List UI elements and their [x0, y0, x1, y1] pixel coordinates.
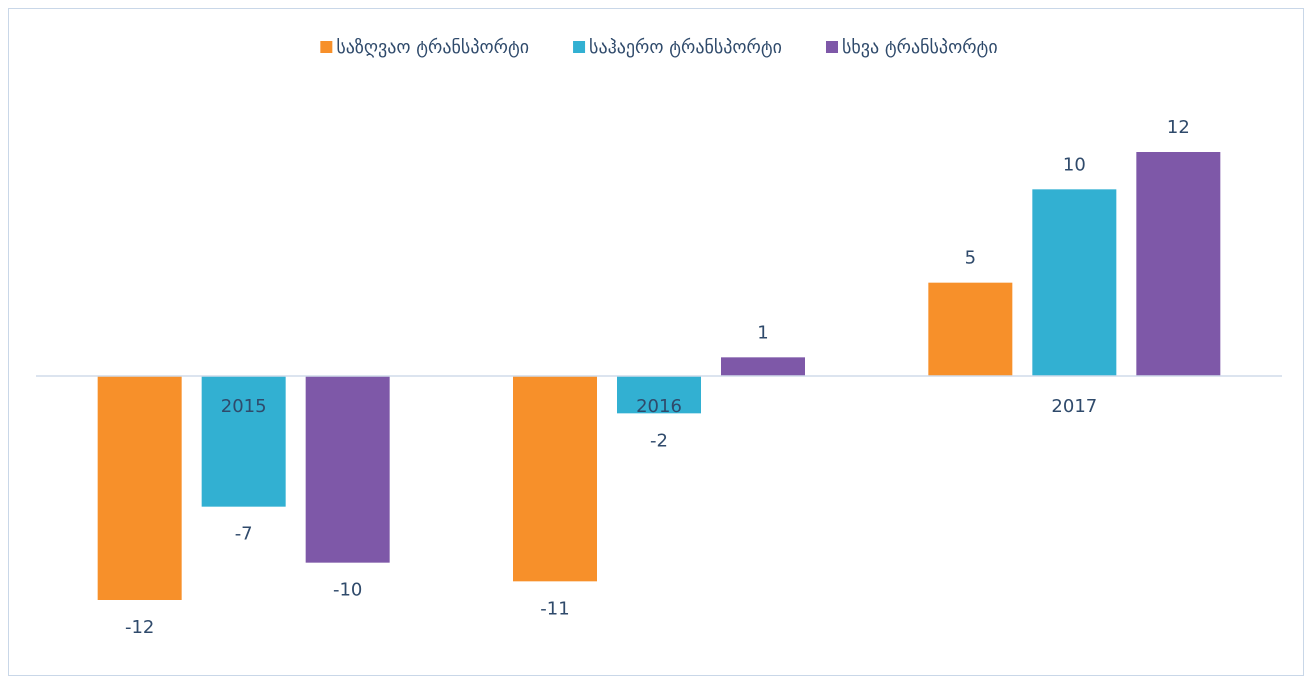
value-label: 12 [1167, 117, 1190, 138]
x-tick-label: 2016 [636, 396, 682, 417]
value-label: -7 [235, 524, 253, 545]
bar [617, 376, 701, 414]
bar [305, 376, 390, 563]
bar [201, 376, 286, 507]
value-label: 10 [1063, 154, 1086, 175]
legend-swatch [825, 41, 838, 53]
value-label: -10 [333, 580, 362, 601]
x-tick-label: 2015 [221, 396, 267, 417]
value-label: -11 [540, 598, 569, 619]
bar [513, 376, 597, 582]
bar [1136, 152, 1221, 376]
x-tick-label: 2017 [1051, 396, 1097, 417]
legend-swatch [320, 41, 333, 53]
bar [928, 282, 1013, 376]
legend-swatch [573, 41, 586, 53]
bar [721, 357, 805, 376]
bar [1032, 189, 1117, 376]
value-label: 1 [757, 322, 768, 343]
legend-label: საზღვაო ტრანსპორტი [336, 37, 529, 58]
bar [97, 376, 182, 600]
legend-label: საჰაერო ტრანსპორტი [589, 37, 782, 58]
value-label: 5 [965, 248, 976, 269]
value-label: -2 [650, 430, 668, 451]
legend-label: სხვა ტრანსპორტი [842, 37, 998, 58]
value-label: -12 [125, 617, 154, 638]
